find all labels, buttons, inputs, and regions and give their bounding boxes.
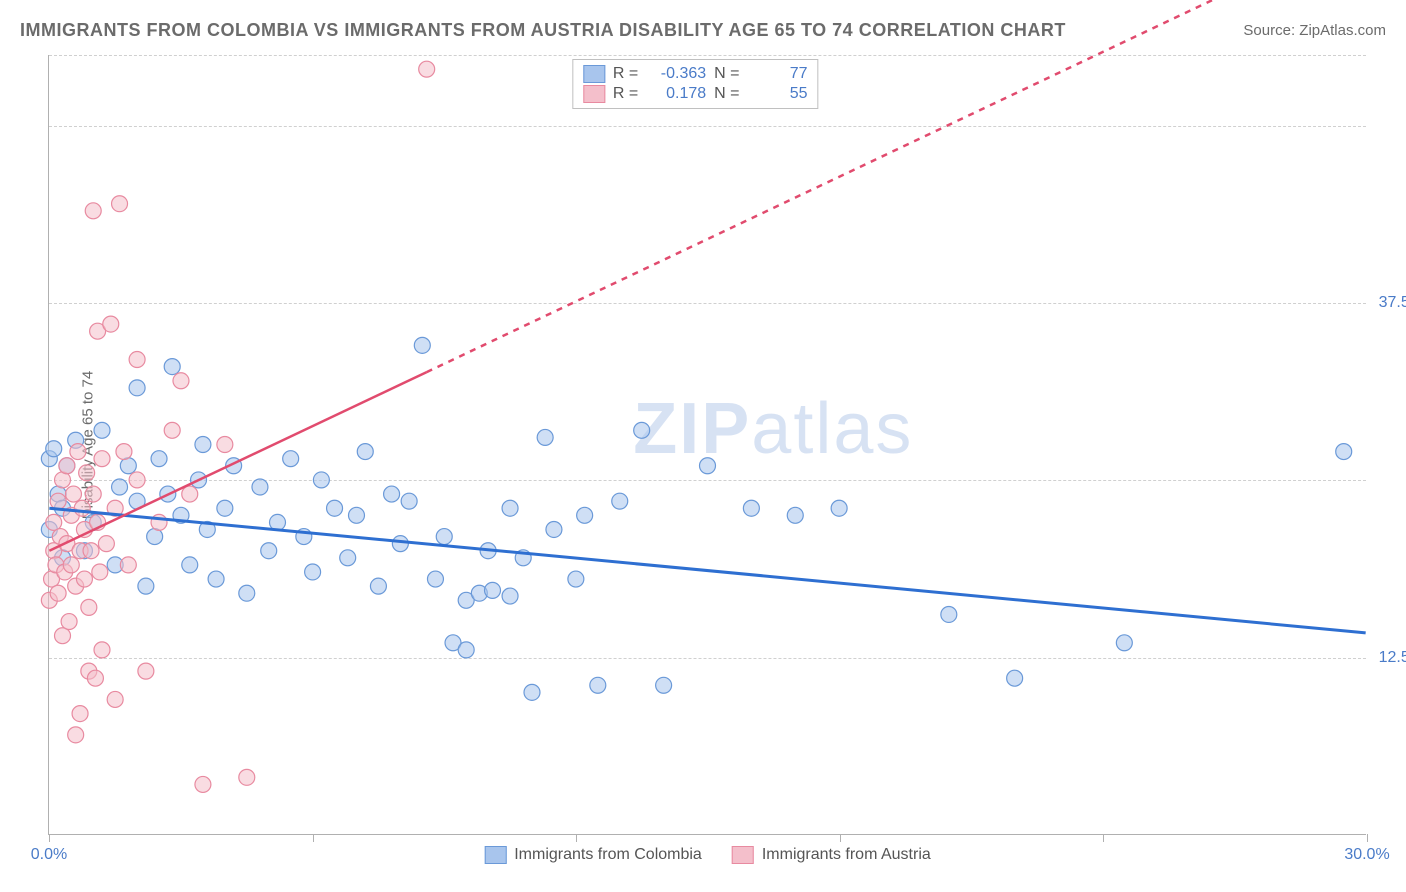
legend-swatch-colombia — [583, 65, 605, 83]
legend-swatch2-colombia — [484, 846, 506, 864]
chart-source: Source: ZipAtlas.com — [1243, 22, 1386, 39]
legend-series: Immigrants from Colombia Immigrants from… — [484, 846, 931, 864]
legend-R-label2: R = — [613, 85, 638, 103]
chart-header: IMMIGRANTS FROM COLOMBIA VS IMMIGRANTS F… — [20, 20, 1386, 41]
legend-item-austria: Immigrants from Austria — [732, 846, 931, 864]
legend-R-colombia: -0.363 — [646, 65, 706, 83]
x-tick-label: 30.0% — [1344, 846, 1389, 864]
y-tick-label: 12.5% — [1379, 649, 1406, 667]
legend-row-colombia: R = -0.363 N = 77 — [583, 64, 808, 84]
legend-row-austria: R = 0.178 N = 55 — [583, 84, 808, 104]
legend-label-colombia: Immigrants from Colombia — [514, 846, 702, 864]
legend-correlation-box: R = -0.363 N = 77 R = 0.178 N = 55 — [572, 59, 819, 109]
legend-label-austria: Immigrants from Austria — [762, 846, 931, 864]
legend-item-colombia: Immigrants from Colombia — [484, 846, 702, 864]
legend-N-austria: 55 — [748, 85, 808, 103]
legend-N-label2: N = — [714, 85, 739, 103]
legend-swatch-austria — [583, 85, 605, 103]
legend-N-label: N = — [714, 65, 739, 83]
source-name: ZipAtlas.com — [1299, 22, 1386, 39]
legend-swatch2-austria — [732, 846, 754, 864]
source-prefix: Source: — [1243, 22, 1299, 39]
chart-title: IMMIGRANTS FROM COLOMBIA VS IMMIGRANTS F… — [20, 20, 1066, 41]
chart-plot-area: Disability Age 65 to 74 ZIPatlas R = -0.… — [48, 55, 1366, 835]
y-tick-label: 37.5% — [1379, 294, 1406, 312]
legend-R-austria: 0.178 — [646, 85, 706, 103]
x-tick-label: 0.0% — [31, 846, 67, 864]
legend-R-label: R = — [613, 65, 638, 83]
legend-N-colombia: 77 — [748, 65, 808, 83]
scatter-svg — [49, 55, 1366, 834]
